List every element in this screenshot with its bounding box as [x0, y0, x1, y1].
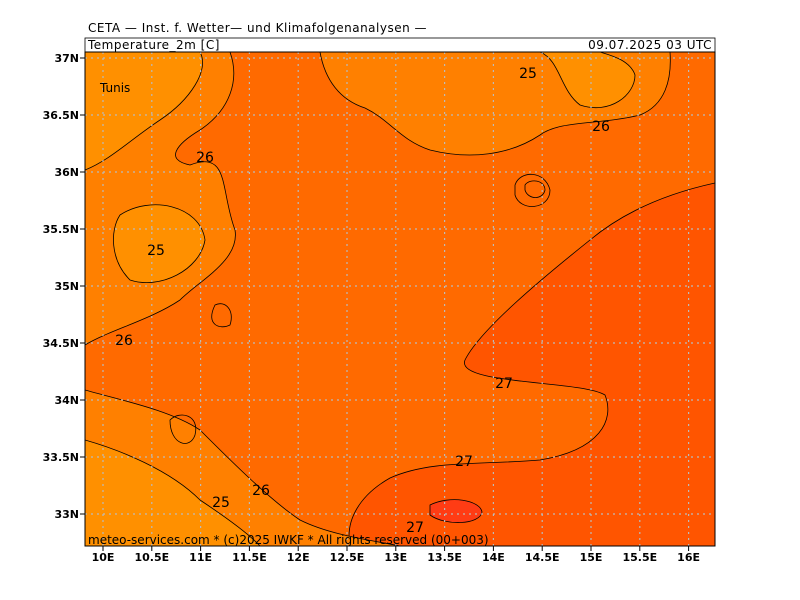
contour-label: 27	[495, 376, 513, 392]
graticule	[85, 52, 715, 546]
lat-label: 36N	[54, 166, 79, 179]
contour-label: 25	[519, 66, 537, 82]
lon-label: 12.5E	[330, 551, 365, 564]
lon-label: 10.5E	[134, 551, 169, 564]
footer: meteo-services.com * (c)2025 IWKF * All …	[88, 533, 489, 547]
lon-label: 12E	[287, 551, 310, 564]
lat-label: 33N	[54, 508, 79, 521]
lat-label: 36.5N	[43, 109, 79, 122]
field-27-28	[348, 182, 715, 546]
contour-label: 25	[212, 495, 230, 511]
contour-label: 26	[252, 483, 270, 499]
lon-label: 10E	[92, 551, 115, 564]
axes: 37N 36.5N 36N 35.5N 35N 34.5N 34N 33.5N 33N 10E 10…	[43, 52, 700, 564]
valid-time: 09.07.2025 03 UTC	[588, 38, 712, 52]
lat-label: 35N	[54, 280, 79, 293]
lon-label: 13.5E	[427, 551, 462, 564]
lat-label: 37N	[54, 52, 79, 65]
contour-kerkennah	[211, 303, 232, 328]
lon-label: 11.5E	[232, 551, 267, 564]
lon-label: 15E	[580, 551, 603, 564]
lon-label: 16E	[677, 551, 700, 564]
land-northwest	[85, 52, 203, 171]
land-sahel	[113, 204, 206, 283]
map-frame	[84, 51, 716, 547]
contour-malta-inner	[524, 180, 546, 198]
place-label: Tunis	[99, 81, 130, 95]
lat-label: 35.5N	[43, 223, 79, 236]
field-28	[429, 499, 483, 523]
lat-label: 34N	[54, 394, 79, 407]
contour-label: 25	[147, 243, 165, 259]
contour-label: 26	[196, 150, 214, 166]
lon-label: 15.5E	[622, 551, 657, 564]
field-label: Temperature_2m [C]	[87, 38, 220, 52]
lat-label: 34.5N	[43, 337, 79, 350]
contour-label: 26	[115, 333, 133, 349]
map-area: Tunis 25 26 26 25 26 27 27 26 25 27 mete…	[84, 51, 716, 547]
contour-label: 27	[455, 454, 473, 470]
field-24-25-north	[539, 52, 636, 109]
header-title: CETA — Inst. f. Wetter— und Klimafolgena…	[88, 21, 427, 35]
contour-label: 27	[406, 520, 424, 536]
lon-label: 11E	[189, 551, 212, 564]
contour-djerba	[169, 414, 197, 444]
contour-malta	[514, 173, 551, 207]
lat-label: 33.5N	[43, 451, 79, 464]
lon-label: 14.5E	[525, 551, 560, 564]
lon-label: 13E	[384, 551, 407, 564]
lon-label: 14E	[482, 551, 505, 564]
land-southwest	[85, 439, 261, 546]
contour-label: 26	[592, 119, 610, 135]
